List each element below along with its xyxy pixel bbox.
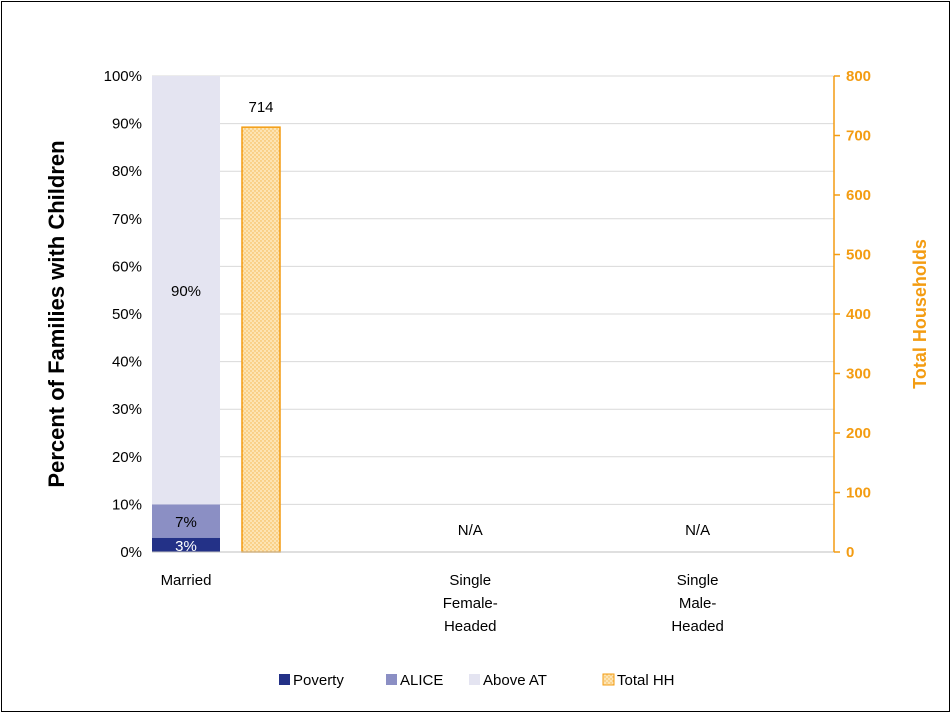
legend-label: Poverty (293, 672, 344, 689)
y-tick-label: 80% (112, 163, 142, 180)
bar-total-hh (241, 126, 281, 553)
y2-tick-label: 500 (846, 247, 871, 264)
x-tick-label: Married (161, 572, 212, 589)
legend-label: Above AT (483, 672, 547, 689)
y-tick-label: 100% (104, 68, 142, 85)
y2-tick-label: 300 (846, 366, 871, 383)
data-labels: 3% 7% 90% 714 N/A N/A (171, 99, 710, 555)
data-label: N/A (458, 522, 483, 539)
y-tick-label: 70% (112, 211, 142, 228)
y2-tick-label: 700 (846, 128, 871, 145)
data-label: 714 (248, 99, 273, 116)
bar-alice (152, 504, 220, 538)
y-axis-title: Percent of Families with Children (44, 140, 69, 487)
legend-label: Total HH (617, 672, 675, 689)
y-tick-label: 0% (120, 544, 142, 561)
legend-swatch (469, 674, 480, 685)
legend-item: ALICE (386, 672, 443, 689)
y-tick-label: 30% (112, 401, 142, 418)
y2-tick-label: 0 (846, 544, 854, 561)
legend-swatch (386, 674, 397, 685)
x-tick-label: Single Female-Headed (443, 572, 498, 635)
y-tick-label: 50% (112, 306, 142, 323)
legend-item: Above AT (469, 672, 547, 689)
y-tick-label: 90% (112, 116, 142, 133)
y2-tick-label: 800 (846, 68, 871, 85)
data-label: 3% (175, 538, 197, 555)
data-label: 90% (171, 283, 201, 300)
x-tick-label: Single Male-Headed (671, 572, 724, 635)
y-tick-label: 60% (112, 258, 142, 275)
legend-swatch (602, 673, 615, 686)
y2-tick-label: 100 (846, 485, 871, 502)
y2-axis-title: Total Households (910, 239, 930, 389)
legend-label: ALICE (400, 672, 443, 689)
y2-tick-label: 200 (846, 425, 871, 442)
legend-item: Poverty (279, 672, 344, 689)
y2-tick-label: 600 (846, 187, 871, 204)
y-tick-label: 20% (112, 449, 142, 466)
legend-swatch (279, 674, 290, 685)
y2-tick-label: 400 (846, 306, 871, 323)
y-tick-label: 40% (112, 354, 142, 371)
legend-item: Total HH (602, 672, 675, 689)
bar-poverty (152, 537, 220, 552)
axes: 0% 10% 20% 30% 40% 50% 60% 70% 80% 90% 100% 0 100 200… (44, 68, 930, 635)
y-tick-label: 10% (112, 496, 142, 513)
data-label: N/A (685, 522, 710, 539)
legend: Poverty ALICE Above AT Total HH (279, 672, 675, 689)
bar-above-at (152, 76, 220, 505)
data-label: 7% (175, 514, 197, 531)
bars (152, 76, 281, 553)
